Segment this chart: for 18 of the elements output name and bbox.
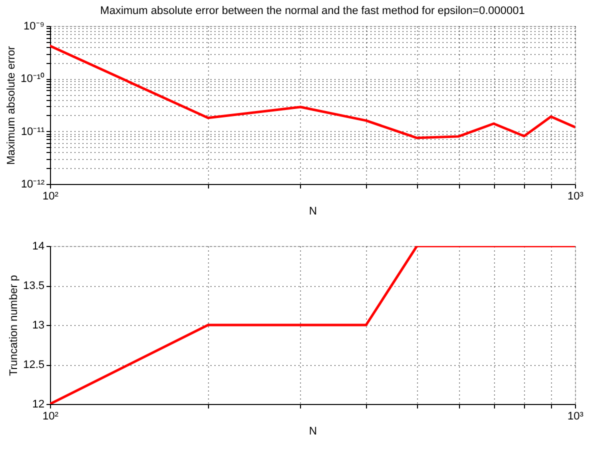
y-tick-label: 13	[32, 320, 44, 332]
x-tick-label: 10²	[42, 190, 59, 202]
x-axis-title: N	[309, 206, 318, 218]
x-tick-label: 10³	[568, 410, 584, 422]
chart-title: Maximum absolute error between the normal and the fast method for epsilon=0.000001	[100, 5, 525, 17]
y-tick-label: 13.5	[23, 280, 44, 292]
x-tick-label: 10³	[568, 190, 584, 202]
x-axis-title: N	[309, 426, 318, 438]
y-tick-label: 10⁻¹¹	[20, 126, 45, 138]
y-axis-title: Truncation number p	[8, 274, 20, 376]
y-axis-title: Maximum absolute error	[6, 46, 18, 165]
y-tick-label: 12.5	[23, 359, 44, 371]
y-tick-label: 12	[32, 398, 44, 410]
y-tick-label: 10⁻¹⁰	[20, 72, 44, 86]
y-tick-label: 10⁻⁹	[24, 20, 44, 32]
y-tick-label: 14	[32, 240, 44, 252]
y-tick-label: 10⁻¹²	[20, 178, 45, 190]
x-tick-label: 10²	[42, 410, 59, 422]
